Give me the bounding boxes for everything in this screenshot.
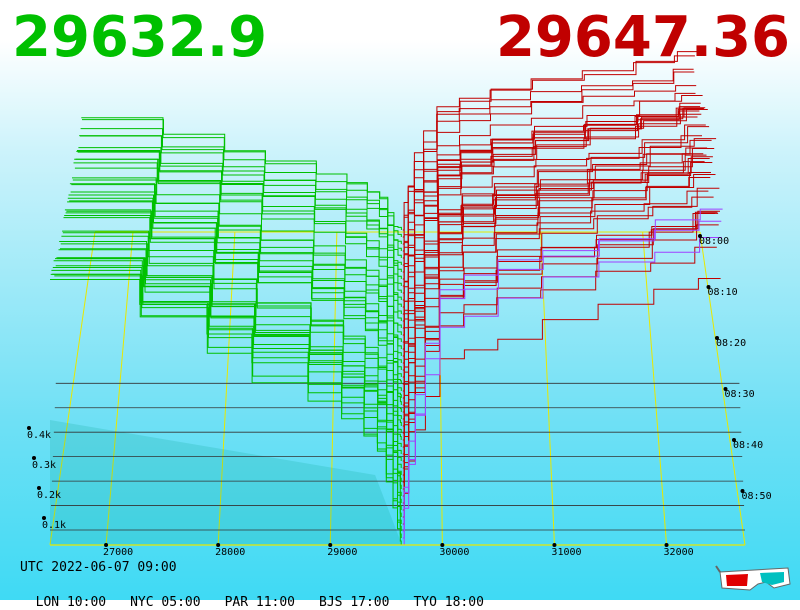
city-time-nyc: NYC 05:00: [130, 595, 201, 610]
ask-price: 29647.36: [495, 5, 790, 70]
bid-price: 29632.9: [12, 5, 268, 70]
time-tick-marker: [698, 234, 702, 238]
ask-depth-slice: [402, 147, 708, 378]
ask-depth-slice: [402, 196, 714, 448]
ask-depth-slice: [402, 108, 704, 343]
time-tick-label: 08:10: [708, 287, 738, 298]
bid-depth-slice: [50, 279, 402, 545]
ask-depth-lines: [402, 51, 723, 546]
bid-depth-slice: [78, 147, 402, 265]
ask-depth-slice: [402, 220, 722, 532]
time-tick-marker: [723, 387, 728, 391]
depth-tick-label: 0.3k: [32, 460, 56, 471]
time-tick-label: 08:50: [742, 491, 772, 502]
depth-tick-marker: [42, 516, 46, 520]
depth-tick-marker: [37, 486, 41, 490]
ask-depth-slice: [402, 211, 718, 490]
bid-depth-slice: [69, 183, 402, 349]
ask-depth-slice: [402, 246, 717, 483]
price-tick-marker: [552, 543, 557, 547]
grid-line-price: [642, 231, 668, 546]
bid-depth-slice: [74, 167, 402, 300]
grid-line-price: [329, 231, 338, 546]
bid-depth-slice: [67, 201, 402, 377]
depth-tick-label: 0.4k: [27, 430, 51, 441]
time-tick-marker: [715, 336, 719, 340]
price-tick-marker: [104, 543, 109, 547]
price-tick-marker: [664, 543, 669, 547]
ask-depth-slice: [402, 224, 719, 504]
bid-depth-slice: [50, 273, 402, 538]
3d-glasses-icon: [715, 565, 791, 591]
ask-depth-slice: [402, 174, 716, 469]
city-time-lon: LON 10:00: [35, 595, 107, 610]
time-tick-label: 08:00: [699, 236, 729, 247]
ask-depth-slice: [402, 148, 715, 455]
time-tick-label: 08:40: [733, 440, 763, 451]
time-tick-marker: [740, 489, 745, 493]
price-tick-label: 32000: [664, 547, 694, 558]
axis-labels: 27000 28000 29000 30000 31000 32000 0.1k 0.2k 0.…: [27, 234, 772, 558]
time-tick-label: 08:20: [716, 338, 746, 349]
ask-depth-slice: [402, 153, 704, 336]
ask-depth-slice: [402, 51, 699, 280]
grid-line-price: [105, 231, 134, 546]
ask-depth-slice: [402, 124, 706, 364]
price-tick-label: 31000: [551, 547, 581, 558]
price-tick-label: 28000: [215, 547, 245, 558]
city-times: LON 10:00 NYC 05:00 PAR 11:00 BJS 17:00 TYO …: [20, 580, 508, 610]
grid-right-edge: [699, 231, 746, 546]
time-tick-marker: [732, 438, 736, 442]
grid-line-price: [217, 231, 236, 546]
price-tick-marker: [328, 543, 333, 547]
price-tick-marker: [216, 543, 221, 547]
price-tick-label: 30000: [439, 547, 469, 558]
ask-depth-slice: [402, 55, 695, 245]
bid-depth-slice: [67, 197, 402, 370]
bid-volume-shade: [50, 420, 402, 545]
price-tick-marker: [440, 543, 445, 547]
ask-depth-slice: [402, 208, 723, 546]
ask-depth-slice: [402, 162, 713, 434]
bid-depth-slice: [60, 243, 402, 440]
city-time-par: PAR 11:00: [224, 595, 296, 610]
depth-tick-label: 0.2k: [37, 490, 61, 501]
city-time-tyo: TYO 18:00: [413, 595, 484, 610]
depth-tick-marker: [27, 426, 31, 430]
ask-depth-slice: [402, 187, 720, 511]
ask-depth-slice: [402, 95, 703, 329]
city-time-bjs: BJS 17:00: [319, 595, 390, 610]
ask-depth-slice: [402, 138, 717, 476]
time-tick-label: 08:30: [725, 389, 755, 400]
grid-left-edge: [49, 231, 96, 546]
depth-tick-marker: [32, 456, 36, 460]
ask-depth-slice: [402, 177, 711, 413]
ask-depth-slice: [402, 109, 708, 385]
ask-depth-slice: [402, 278, 721, 525]
price-tick-label: 29000: [327, 547, 357, 558]
depth-tick-label: 0.1k: [42, 520, 66, 531]
bid-depth-slice: [63, 217, 402, 412]
utc-time: UTC 2022-06-07 09:00: [20, 560, 177, 575]
bid-depth-lines: [50, 117, 402, 545]
time-tick-marker: [706, 285, 711, 289]
price-tick-label: 27000: [103, 547, 133, 558]
ask-depth-slice: [402, 190, 709, 392]
ask-depth-slice: [402, 237, 722, 539]
bid-depth-slice: [77, 151, 402, 272]
